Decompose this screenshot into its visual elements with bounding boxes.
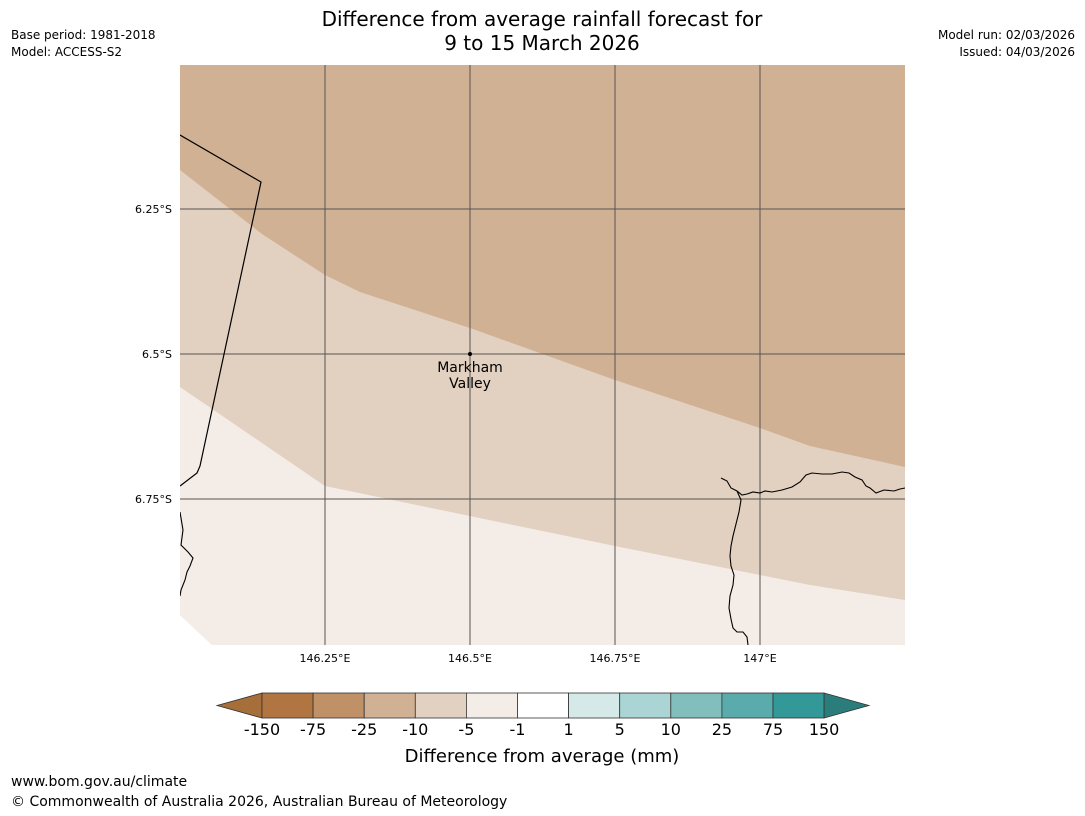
colorbar-tick-label: -75 (300, 720, 326, 739)
lat-label: 6.5°S (142, 348, 172, 361)
colorbar-tick-label: -10 (402, 720, 428, 739)
colorbar-tick-label: 5 (615, 720, 625, 739)
colorbar-tick-label: -1 (510, 720, 526, 739)
colorbar-tick-label: 75 (763, 720, 783, 739)
colorbar-tick-label: -25 (351, 720, 377, 739)
colorbar-tick-label: 10 (661, 720, 681, 739)
colorbar-tick-label: -5 (458, 720, 474, 739)
place-name-line-2: Valley (449, 376, 491, 392)
chart-title: Difference from average rainfall forecas… (242, 7, 842, 55)
place-name-line-1: Markham (437, 360, 503, 376)
model-run: Model run: 02/03/2026 (937, 28, 1075, 42)
model-name: Model: ACCESS-S2 (11, 44, 123, 59)
colorbar-title: Difference from average (mm) (405, 746, 680, 767)
colorbar-extend-high (823, 692, 871, 719)
colorbar-segment (363, 692, 416, 719)
colorbar-extend-low (215, 692, 263, 719)
footer-copyright: © Commonwealth of Australia 2026, Austra… (11, 794, 508, 810)
coastline-east (720, 471, 905, 496)
colorbar-segment (772, 692, 825, 719)
colorbar-tick-label: 150 (809, 720, 840, 739)
lon-label: 146.25°E (300, 652, 351, 665)
place-marker (468, 352, 472, 356)
colorbar (215, 692, 871, 719)
title-line-2: 9 to 15 March 2026 (444, 31, 640, 55)
band-near-zero (180, 615, 212, 645)
lon-label: 146.75°E (590, 652, 641, 665)
colorbar-tick-label: 25 (712, 720, 732, 739)
colorbar-segment (312, 692, 365, 719)
title-line-1: Difference from average rainfall forecas… (321, 7, 763, 31)
footer-url: www.bom.gov.au/climate (11, 774, 188, 790)
lon-label: 146.5°E (448, 652, 492, 665)
district-boundary (180, 134, 262, 487)
colorbar-segment (568, 692, 621, 719)
base-period: Base period: 1981-2018 (11, 28, 156, 42)
colorbar-segment (721, 692, 774, 719)
lon-label: 147°E (743, 652, 776, 665)
band-minus5-to-minus1 (180, 387, 905, 645)
colorbar-segment (670, 692, 723, 719)
colorbar-segment (261, 692, 314, 719)
river (728, 490, 749, 645)
colorbar-segment (414, 692, 467, 719)
base-info: Base period: 1981-2018 Model: ACCESS-S2 (11, 27, 156, 60)
colorbar-tick-label: -150 (244, 720, 280, 739)
lat-label: 6.75°S (135, 493, 172, 506)
colorbar-tick-label: 1 (564, 720, 574, 739)
run-info: Model run: 02/03/2026 Issued: 04/03/2026 (938, 27, 1075, 60)
issued-date: Issued: 04/03/2026 (959, 44, 1075, 59)
colorbar-segment (619, 692, 672, 719)
colorbar-segment (465, 692, 518, 719)
lat-label: 6.25°S (135, 203, 172, 216)
map-area: Markham Valley (180, 65, 905, 645)
coastline-west (180, 511, 194, 597)
colorbar-labels: -150 -75 -25 -10 -5 -1 1 5 10 25 75 150 (244, 720, 840, 739)
colorbar-segment (517, 692, 569, 719)
